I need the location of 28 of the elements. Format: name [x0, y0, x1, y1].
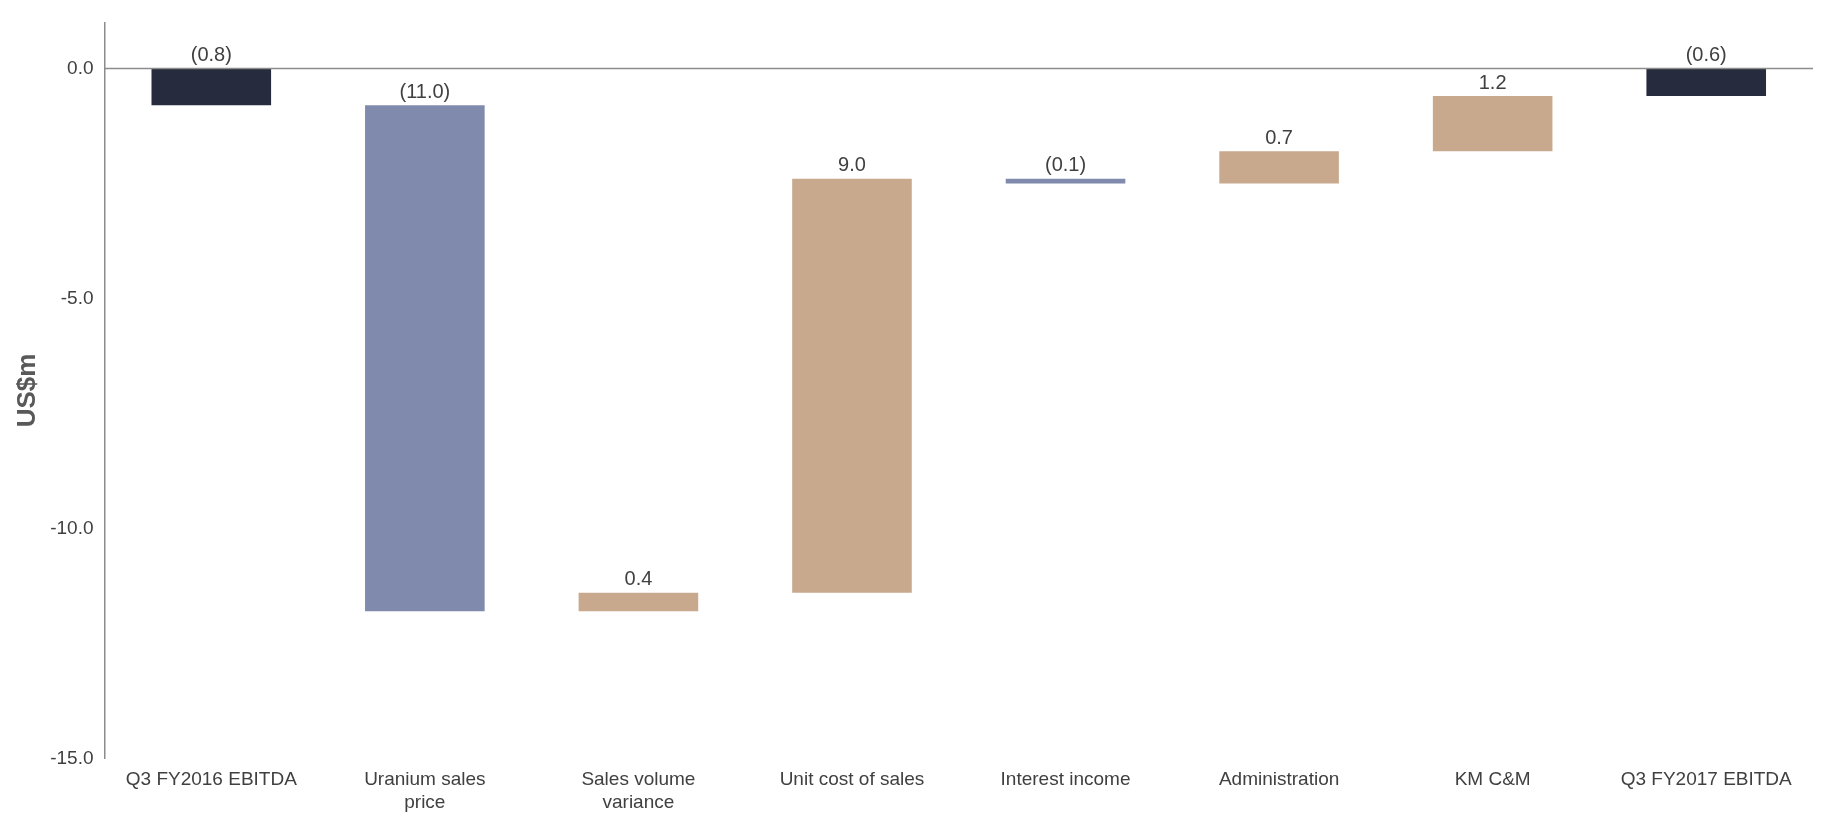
- data-label: 9.0: [838, 153, 866, 176]
- bar: [365, 105, 485, 612]
- data-label: (0.6): [1685, 42, 1727, 65]
- x-tick-label: Sales volume variance: [581, 768, 696, 812]
- bar: [1646, 68, 1767, 96]
- y-axis-title: US$m: [10, 353, 41, 428]
- x-tick-label: Q3 FY2016 EBITDA: [125, 768, 298, 790]
- bar: [1432, 96, 1553, 152]
- x-tick-label: Q3 FY2017 EBITDA: [1620, 768, 1793, 790]
- y-tick-label: -5.0: [60, 286, 94, 308]
- y-tick-label: -15.0: [50, 746, 94, 768]
- y-tick-label: 0.0: [67, 56, 94, 78]
- x-tick-label: Uranium sales price: [364, 768, 486, 812]
- data-label: 1.2: [1478, 70, 1507, 93]
- x-tick-label: Unit cost of sales: [779, 768, 925, 790]
- x-tick-label: Interest income: [1000, 768, 1131, 790]
- x-tick-label: Administration: [1218, 768, 1340, 790]
- bar: [578, 592, 699, 612]
- data-label: (0.1): [1044, 153, 1087, 176]
- data-label: (11.0): [399, 79, 451, 102]
- bar: [151, 68, 272, 106]
- data-label: 0.7: [1265, 125, 1293, 148]
- bar: [1219, 151, 1339, 184]
- bar: [792, 178, 912, 593]
- x-tick-label: KM C&M: [1454, 768, 1531, 790]
- data-label: (0.8): [190, 42, 232, 65]
- y-tick-label: -10.0: [50, 516, 94, 538]
- data-label: 0.4: [624, 567, 653, 590]
